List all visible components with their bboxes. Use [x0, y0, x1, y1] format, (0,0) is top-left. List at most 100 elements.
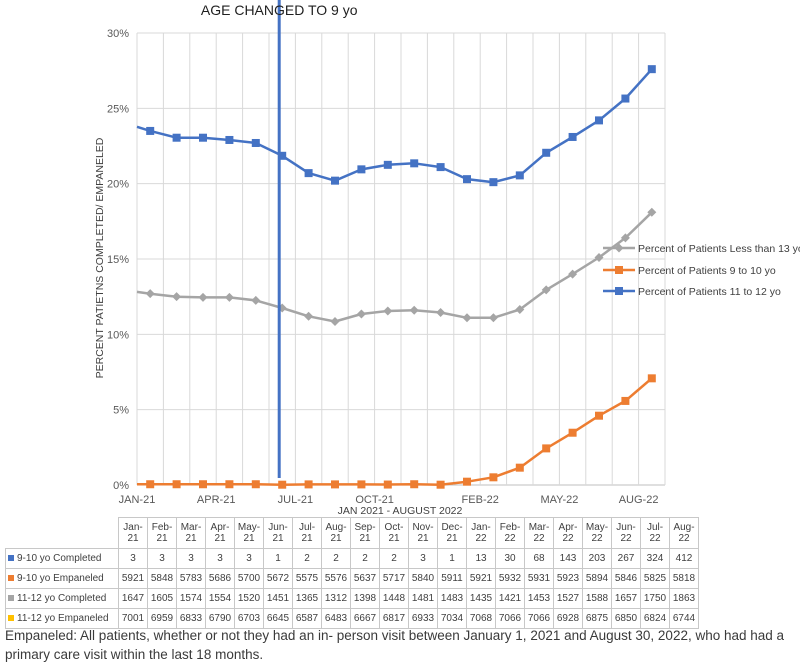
data-point — [357, 165, 366, 174]
legend-swatch — [8, 595, 14, 602]
table-cell: 3 — [234, 548, 264, 569]
age-change-annotation: AGE CHANGED TO 9 yo — [201, 2, 358, 18]
legend-marker — [615, 287, 623, 295]
legend-marker — [615, 266, 623, 274]
y-tick-label: 25% — [107, 103, 129, 115]
data-point — [462, 313, 472, 323]
table-cell: 1 — [263, 548, 293, 569]
y-axis-title: PERCENT PATIETNS COMPLETED/ EMPANELED — [94, 137, 106, 378]
x-tick-label: APR-21 — [197, 494, 236, 506]
table-month-header: Mar- 22 — [524, 517, 554, 549]
table-month-header: Feb- 22 — [495, 517, 525, 549]
table-cell: 2 — [292, 548, 322, 569]
data-point — [436, 307, 446, 317]
data-point — [224, 292, 234, 302]
y-tick-label: 5% — [113, 405, 129, 417]
y-tick-label: 20% — [107, 179, 129, 191]
data-point — [251, 480, 260, 489]
table-row-label: 9-10 yo Completed — [5, 548, 119, 569]
table-cell: 5931 — [524, 568, 554, 589]
table-cell: 6744 — [669, 608, 699, 629]
data-point — [595, 116, 603, 125]
y-tick-label: 0% — [113, 480, 129, 492]
table-cell: 5672 — [263, 568, 293, 589]
table-cell: 1 — [437, 548, 467, 569]
data-table: Jan- 21 Feb- 21 Mar- 21 Apr- 21 May- 21 Jun- 21 Jul-… — [5, 517, 699, 629]
data-point — [621, 396, 630, 405]
gridlines — [136, 32, 666, 486]
table-cell: 6790 — [205, 608, 235, 629]
data-point — [251, 138, 260, 147]
data-point — [330, 317, 340, 327]
x-axis-ticks: JAN-21 APR-21 JUL-21 OCT-21 FEB-22 MAY-22 AUG-… — [119, 494, 659, 506]
table-month-header: Jun- 21 — [263, 517, 293, 549]
table-row: 11-12 yo Completed 1647 1605 1574 1554 1520 14… — [5, 588, 699, 609]
data-point — [357, 480, 366, 489]
table-cell: 1605 — [147, 588, 177, 609]
table-cell: 412 — [669, 548, 699, 569]
table-cell: 1421 — [495, 588, 525, 609]
data-point — [331, 176, 339, 185]
data-point — [647, 374, 656, 383]
table-cell: 13 — [466, 548, 496, 569]
table-cell: 5818 — [669, 568, 699, 589]
table-cell: 1574 — [176, 588, 206, 609]
table-month-header: Mar- 21 — [176, 517, 206, 549]
table-cell: 7068 — [466, 608, 496, 629]
data-point — [436, 163, 445, 172]
table-cell: 2 — [321, 548, 351, 569]
data-point — [172, 480, 181, 489]
table-cell: 324 — [640, 548, 670, 569]
table-cell: 2 — [379, 548, 409, 569]
table-cell: 30 — [495, 548, 525, 569]
table-cell: 6667 — [350, 608, 380, 629]
table-row-label: 11-12 yo Completed — [5, 588, 119, 609]
table-month-header: Jul- 21 — [292, 517, 322, 549]
data-point — [463, 477, 471, 486]
data-point — [568, 428, 577, 437]
data-point — [172, 292, 182, 302]
table-cell: 1398 — [350, 588, 380, 609]
data-point — [568, 132, 577, 141]
table-cell: 1520 — [234, 588, 264, 609]
table-month-header: Jul- 22 — [640, 517, 670, 549]
y-tick-label: 15% — [107, 254, 129, 266]
table-cell: 3 — [408, 548, 438, 569]
series-line-2 — [136, 68, 653, 184]
table-row: 9-10 yo Empaneled 5921 5848 5783 5686 5700 567… — [5, 568, 699, 589]
legend-swatch — [8, 615, 14, 622]
table-cell: 2 — [350, 548, 380, 569]
table-cell: 143 — [553, 548, 583, 569]
data-point — [225, 135, 234, 144]
x-tick-label: MAY-22 — [540, 494, 578, 506]
data-point — [304, 480, 313, 489]
data-point — [383, 480, 392, 489]
table-cell: 5575 — [292, 568, 322, 589]
table-cell: 1451 — [263, 588, 293, 609]
table-cell: 5923 — [553, 568, 583, 589]
data-point — [647, 207, 657, 217]
table-cell: 3 — [118, 548, 148, 569]
data-point — [409, 305, 419, 315]
table-month-header: Apr- 22 — [553, 517, 583, 549]
data-point — [542, 444, 551, 453]
table-month-header: Jan- 22 — [466, 517, 496, 549]
data-point — [225, 480, 234, 489]
table-cell: 5700 — [234, 568, 264, 589]
x-axis-title: JAN 2021 - AUGUST 2022 — [338, 505, 463, 517]
table-cell: 1647 — [118, 588, 148, 609]
table-month-header: Apr- 21 — [205, 517, 235, 549]
data-point — [594, 252, 604, 262]
data-point — [489, 178, 498, 187]
x-tick-label: JAN-21 — [119, 494, 156, 506]
series-line-0 — [136, 211, 653, 323]
table-cell: 1863 — [669, 588, 699, 609]
table-month-header: May- 21 — [234, 517, 264, 549]
data-point — [463, 175, 471, 184]
data-point — [356, 309, 366, 319]
data-point — [595, 411, 603, 420]
data-point — [647, 65, 656, 74]
table-cell: 1435 — [466, 588, 496, 609]
data-point — [331, 480, 339, 489]
table-cell: 6483 — [321, 608, 351, 629]
